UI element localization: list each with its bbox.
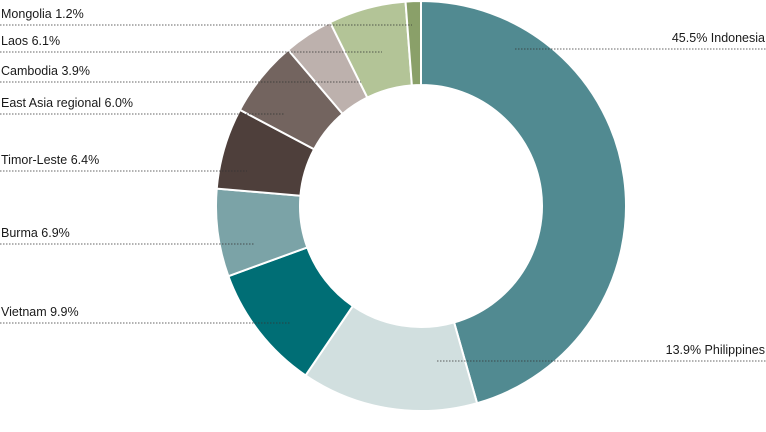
- label-mongolia: Mongolia 1.2%: [1, 7, 84, 21]
- labels-group: 45.5% Indonesia 13.9% Philippines Vietnam …: [1, 7, 765, 357]
- label-vietnam: Vietnam 9.9%: [1, 305, 79, 319]
- label-east-asia-regional: East Asia regional 6.0%: [1, 96, 133, 110]
- label-philippines: 13.9% Philippines: [666, 343, 765, 357]
- label-indonesia: 45.5% Indonesia: [672, 31, 765, 45]
- slice-mongolia: [404, 0, 422, 87]
- label-timor-leste: Timor-Leste 6.4%: [1, 153, 99, 167]
- label-burma: Burma 6.9%: [1, 226, 70, 240]
- leader-lines-group: [0, 24, 766, 362]
- slices-group: [215, 0, 627, 412]
- label-laos: Laos 6.1%: [1, 34, 60, 48]
- label-cambodia: Cambodia 3.9%: [1, 64, 90, 78]
- slice-indonesia: [420, 0, 627, 405]
